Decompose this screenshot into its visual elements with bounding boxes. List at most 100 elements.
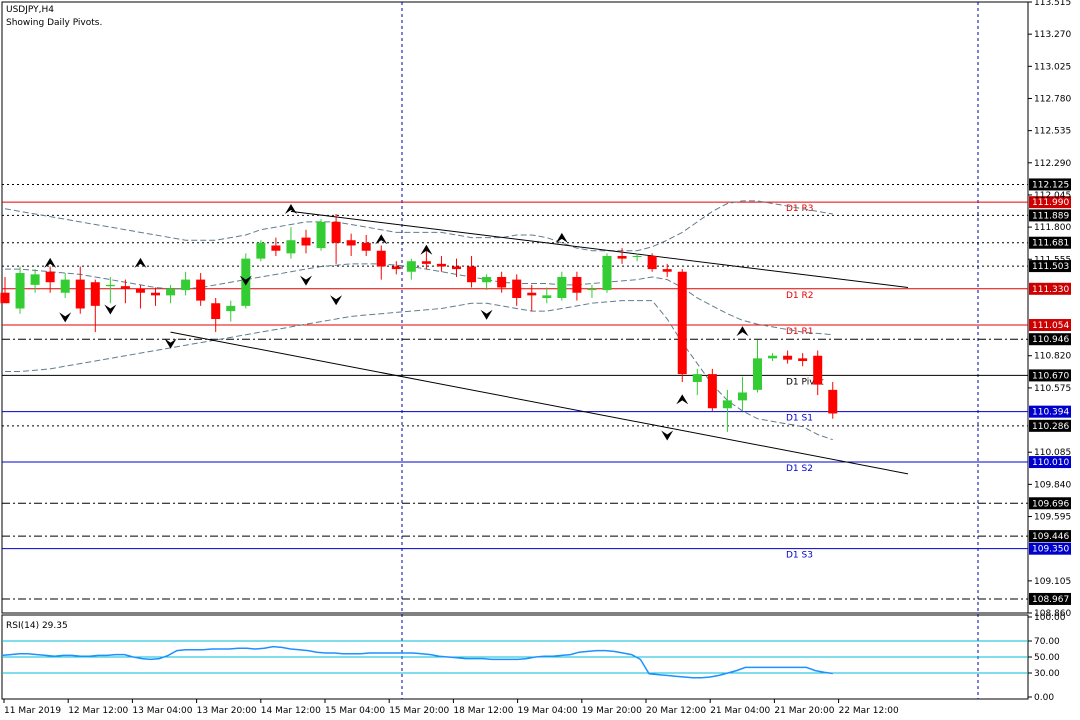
candle-bull <box>30 274 40 285</box>
fractal-down-arrow <box>300 275 312 286</box>
fractal-up-arrow <box>555 232 568 243</box>
candle-bear <box>512 279 522 298</box>
fractal-up-arrow <box>736 326 749 337</box>
candle-bear <box>662 269 672 272</box>
horizontal-level-label-box <box>1029 209 1071 222</box>
candle-bull <box>406 261 416 272</box>
pivot-level-name: D1 Pivot <box>786 377 824 387</box>
candle-bear <box>301 237 311 246</box>
candle-bull <box>722 400 732 409</box>
candle-bull <box>316 221 326 249</box>
horizontal-level-label-box <box>1029 333 1071 346</box>
horizontal-level-label-box <box>1029 178 1071 191</box>
fractal-up-arrow <box>284 204 297 215</box>
candle-bull <box>226 305 236 312</box>
price-tick-label: 110.085 <box>1034 448 1071 458</box>
candle-bear <box>135 288 145 293</box>
pivot-level-label-box <box>1029 405 1071 418</box>
candle-bear <box>90 282 100 306</box>
pivot-level-label-text: 111.330 <box>1032 285 1069 295</box>
rsi-tick-label: 100.00 <box>1034 613 1066 623</box>
pivot-level-label-box <box>1029 456 1071 469</box>
candle-bear <box>677 271 687 375</box>
horizontal-level-label-box <box>1029 260 1071 273</box>
candle-bear <box>527 292 537 296</box>
candle-bear <box>211 303 221 319</box>
candle-bear <box>813 355 823 385</box>
rsi-indicator: 100.00 70.00 50.00 30.00 0.00 <box>1 613 1066 703</box>
price-tick-label: 112.045 <box>1034 191 1071 201</box>
rsi-tick-label: 0.00 <box>1034 693 1054 703</box>
pivot-level-label-text: 111.990 <box>1032 198 1069 208</box>
candle-bear <box>828 389 838 414</box>
time-tick-label: 15 Mar 20:00 <box>389 706 449 716</box>
time-tick-label: 13 Mar 20:00 <box>197 706 257 716</box>
pivot-level-name: D1 S3 <box>786 551 813 561</box>
pivot-level-label-text: 110.670 <box>1032 371 1069 381</box>
trendlines <box>170 210 909 475</box>
rsi-tick-label: 30.00 <box>1034 669 1060 679</box>
candle-bull <box>692 374 702 382</box>
band-upper-line <box>4 200 833 252</box>
candle-bear <box>120 286 130 289</box>
time-tick-label: 21 Mar 20:00 <box>774 706 834 716</box>
candle-bear <box>436 263 446 267</box>
price-tick-label: 110.820 <box>1034 352 1071 362</box>
rsi-tick-label: 70.00 <box>1034 637 1060 647</box>
band-mid-line <box>5 263 833 336</box>
pivot-level-label-box <box>1029 542 1071 555</box>
chart-subtitle: Showing Daily Pivots. <box>6 18 102 28</box>
horizontal-level-label-text: 108.967 <box>1032 595 1069 605</box>
trendline <box>170 331 909 475</box>
pivot-level-label-text: 109.350 <box>1032 545 1069 555</box>
price-tick-label: 113.025 <box>1034 62 1071 72</box>
time-tick-label: 21 Mar 04:00 <box>710 706 770 716</box>
band-lower-line <box>5 300 833 441</box>
candle-bull <box>587 288 597 291</box>
horizontal-level-label-text: 111.681 <box>1032 239 1069 249</box>
candle-bear <box>647 255 657 270</box>
candle-bear <box>271 245 281 251</box>
pivot-level-name: D1 S2 <box>786 464 813 474</box>
horizontal-level-label-box <box>1029 419 1071 432</box>
horizontal-level-label-box <box>1029 497 1071 510</box>
price-tick-label: 108.860 <box>1034 609 1071 619</box>
candle-bull <box>60 279 70 293</box>
candle-bull <box>542 295 552 298</box>
candle-bull <box>753 358 762 390</box>
fractal-up-arrow <box>676 394 689 405</box>
horizontal-level-label-text: 111.503 <box>1032 262 1069 272</box>
pivot-level-name: D1 R2 <box>786 291 814 301</box>
horizontal-level-label-box <box>1029 592 1071 605</box>
candle-bear <box>75 279 85 309</box>
candle-bear <box>452 266 461 270</box>
candle-bear <box>421 261 431 264</box>
candle-bear <box>361 242 371 251</box>
chart-title: USDJPY,H4 <box>6 5 54 15</box>
price-tick-label: 113.515 <box>1034 0 1071 8</box>
horizontal-level-label-text: 110.946 <box>1032 335 1069 345</box>
pivot-level-label-text: 111.054 <box>1032 321 1069 331</box>
time-tick-label: 20 Mar 12:00 <box>646 706 706 716</box>
trendline <box>290 210 909 288</box>
fractal-down-arrow <box>104 304 117 315</box>
candle-bear <box>0 292 10 304</box>
time-tick-label: 18 Mar 12:00 <box>453 706 513 716</box>
candle-bear <box>196 279 206 301</box>
candle-bull <box>286 240 296 254</box>
time-tick-label: 22 Mar 12:00 <box>839 706 899 716</box>
rsi-label: RSI(14) 29.35 <box>6 621 68 631</box>
candle-bear <box>798 358 808 361</box>
pivot-level-label-box <box>1029 369 1071 382</box>
time-tick-label: 11 Mar 2019 <box>4 706 61 716</box>
candle-bear <box>783 355 793 360</box>
pivot-level-label-box <box>1029 282 1071 295</box>
fractal-up-arrow <box>375 234 388 245</box>
candle-bear <box>45 271 55 283</box>
candle-bear <box>391 266 401 270</box>
price-tick-label: 111.555 <box>1034 255 1071 265</box>
time-tick-label: 15 Mar 04:00 <box>325 706 385 716</box>
time-tick-label: 13 Mar 04:00 <box>132 706 192 716</box>
horizontal-level-label-box <box>1029 530 1071 543</box>
